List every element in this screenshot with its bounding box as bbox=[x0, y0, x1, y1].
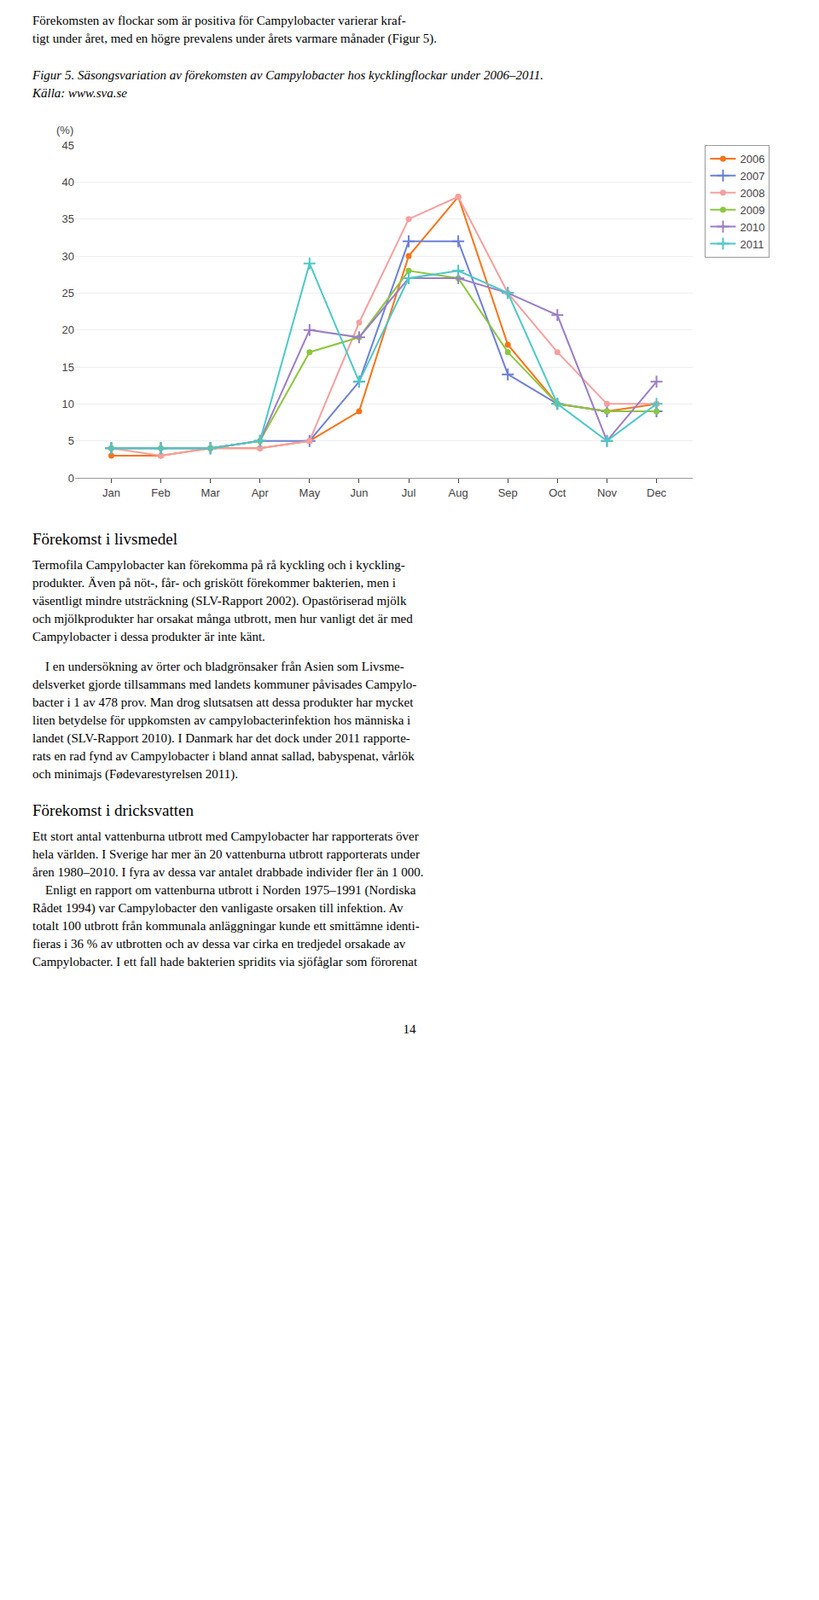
svg-text:Feb: Feb bbox=[151, 486, 170, 500]
html-text:Förekomsten av flockar som är: Förekomsten av flockar som är positiva f… bbox=[32, 13, 406, 28]
svg-text:Sep: Sep bbox=[498, 486, 518, 500]
svg-text:20: 20 bbox=[62, 323, 75, 337]
html-text:Förekomst i dricksvatten: Förekomst i dricksvatten bbox=[32, 801, 194, 819]
html-text:och minimajs (Fødevarestyrelse: och minimajs (Fødevarestyrelsen 2011). bbox=[32, 766, 239, 781]
html-text:bacter i 1 av 478 prov. Man dr: bacter i 1 av 478 prov. Man drog slutsat… bbox=[32, 695, 414, 709]
svg-text:10: 10 bbox=[62, 397, 75, 411]
html-text:Förekomst i livsmedel: Förekomst i livsmedel bbox=[32, 529, 178, 548]
html-text:Campylobacter i dessa produkte: Campylobacter i dessa produkter är inte … bbox=[32, 629, 266, 644]
svg-text:30: 30 bbox=[62, 249, 75, 263]
html-text:liten betydelse för uppkomsten: liten betydelse för uppkomsten av campyl… bbox=[32, 713, 411, 727]
svg-text:5: 5 bbox=[68, 434, 75, 448]
svg-text:Mar: Mar bbox=[200, 486, 221, 500]
svg-text:45: 45 bbox=[62, 139, 75, 152]
svg-text:Aug: Aug bbox=[448, 486, 469, 500]
html-text:och mjölkprodukter har orsakat: och mjölkprodukter har orsakat många utb… bbox=[32, 611, 413, 626]
html-text:totalt 100 utbrott från kommun: totalt 100 utbrott från kommunala anlägg… bbox=[32, 918, 420, 933]
svg-text:Nov: Nov bbox=[597, 486, 618, 500]
svg-text:Oct: Oct bbox=[548, 486, 567, 500]
html-text:rats en rad fynd av Campylobac: rats en rad fynd av Campylobacter i blan… bbox=[32, 749, 415, 763]
svg-text:Jan: Jan bbox=[102, 486, 121, 500]
html-text:tigt under året, med en högre: tigt under året, med en högre prevalens … bbox=[32, 31, 437, 46]
html-text:14: 14 bbox=[403, 1022, 416, 1036]
html-text:Figur 5. Säsongsvariation av f: Figur 5. Säsongsvariation av förekomsten… bbox=[32, 68, 544, 100]
html-text:landet (SLV-Rapport 2010). I D: landet (SLV-Rapport 2010). I Danmark har… bbox=[32, 731, 411, 745]
html-text:Rådet 1994) var Campylobacter: Rådet 1994) var Campylobacter den vanlig… bbox=[32, 900, 404, 915]
svg-text:2011: 2011 bbox=[739, 238, 764, 251]
svg-text:2010: 2010 bbox=[739, 220, 765, 234]
svg-text:May: May bbox=[299, 486, 321, 500]
html-text:hela världen. I Sverige har me: hela världen. I Sverige har mer än 20 va… bbox=[32, 847, 420, 861]
svg-text:0: 0 bbox=[68, 471, 75, 485]
svg-text:Dec: Dec bbox=[646, 486, 668, 500]
html-text:I en undersökning av örter och: I en undersökning av örter och bladgröns… bbox=[32, 659, 405, 674]
svg-text:25: 25 bbox=[62, 286, 75, 300]
svg-text:Apr: Apr bbox=[251, 486, 270, 500]
html-text:delsverket gjorde tillsammans: delsverket gjorde tillsammans med landet… bbox=[32, 677, 417, 692]
html-text:produkter. Även på nöt-, får-: produkter. Även på nöt-, får- och griskö… bbox=[32, 575, 396, 590]
html-text:Campylobacter. I ett fall hade: Campylobacter. I ett fall hade bakterien… bbox=[32, 954, 418, 969]
svg-text:2008: 2008 bbox=[739, 186, 765, 200]
svg-text:Jul: Jul bbox=[401, 486, 417, 500]
html-text:Enligt en rapport om vattenbur: Enligt en rapport om vattenburna utbrott… bbox=[32, 882, 416, 897]
svg-text:15: 15 bbox=[62, 360, 75, 374]
svg-text:35: 35 bbox=[62, 212, 75, 226]
svg-text:40: 40 bbox=[62, 175, 75, 189]
html-text:väsentligt mindre utsträckning: väsentligt mindre utsträckning (SLV-Rapp… bbox=[32, 593, 407, 608]
html-text:Ett stort antal vattenburna ut: Ett stort antal vattenburna utbrott med … bbox=[32, 829, 419, 843]
html-text:Termofila Campylobacter kan fö: Termofila Campylobacter kan förekomma på… bbox=[32, 557, 405, 572]
html-text:åren 1980–2010. I fyra av dess: åren 1980–2010. I fyra av dessa var anta… bbox=[32, 865, 424, 879]
html-text:fieras i 36 % av utbrotten och: fieras i 36 % av utbrotten och av dessa … bbox=[32, 936, 406, 951]
svg-text:2007: 2007 bbox=[739, 169, 765, 183]
svg-text:2006: 2006 bbox=[739, 152, 765, 166]
svg-text:2009: 2009 bbox=[739, 203, 765, 217]
svg-text:(%): (%) bbox=[56, 123, 74, 137]
svg-text:Jun: Jun bbox=[349, 486, 368, 500]
